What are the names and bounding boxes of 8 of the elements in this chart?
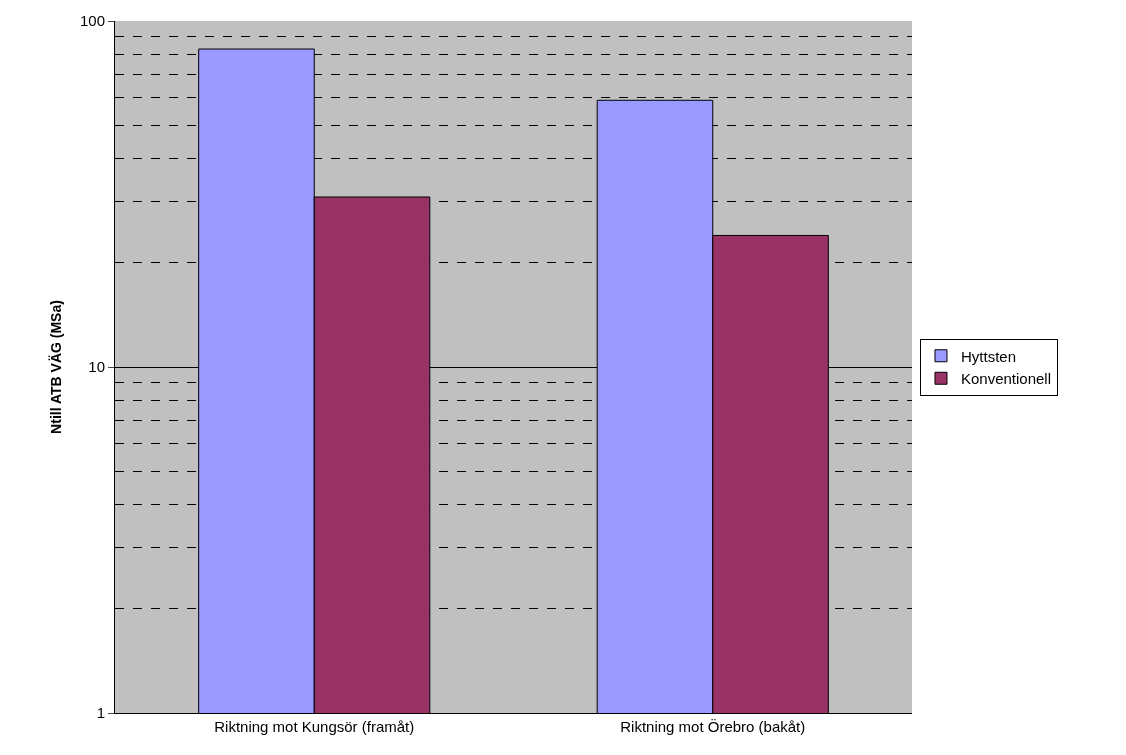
y-axis-title: Ntill ATB VÄG (MSa) — [47, 300, 64, 434]
x-tick-label: Riktning mot Örebro (bakåt) — [620, 718, 806, 735]
y-tick-label: 10 — [88, 358, 105, 376]
x-tick-label: Riktning mot Kungsör (framåt) — [214, 718, 415, 735]
legend-label: Hyttsten — [960, 347, 1016, 365]
y-tick-label: 100 — [79, 12, 105, 30]
legend-label: Konventionell — [960, 370, 1052, 388]
y-tick-label: 1 — [96, 704, 105, 722]
